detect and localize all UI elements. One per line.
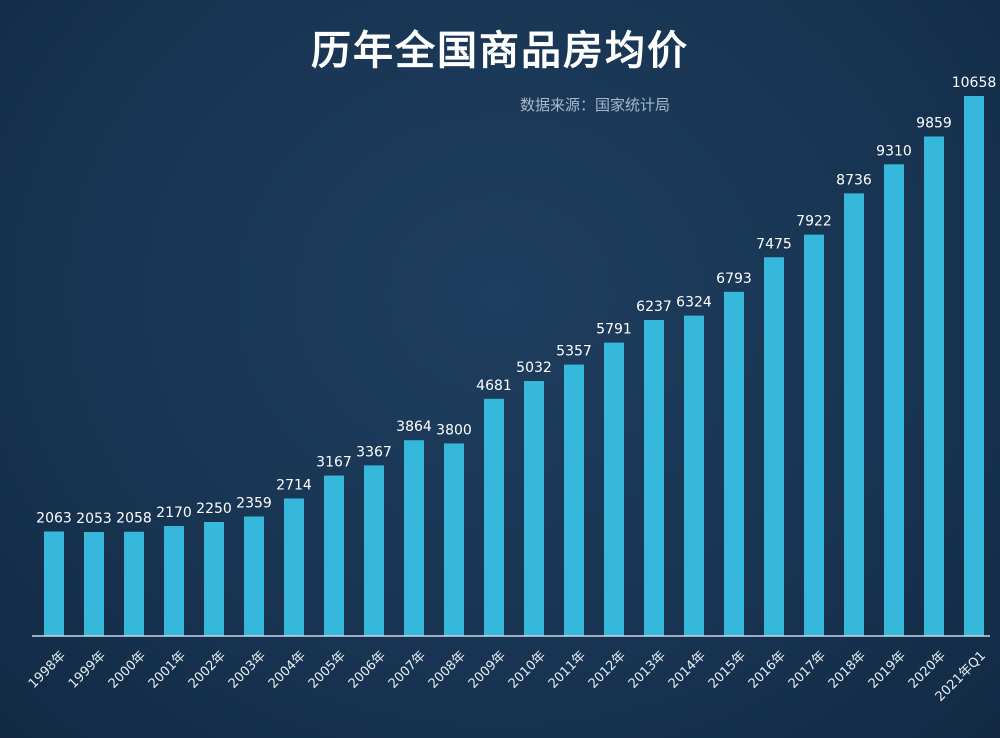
x-tick-label: 2015年	[706, 648, 749, 691]
value-label: 5357	[556, 344, 592, 360]
bar-2000年	[124, 531, 144, 636]
value-label: 2053	[76, 511, 112, 527]
bar-2011年	[564, 364, 584, 636]
x-tick-label: 2013年	[626, 648, 669, 691]
value-label: 10658	[952, 75, 997, 91]
value-label: 4681	[476, 378, 512, 394]
chart-title: 历年全国商品房均价	[311, 28, 689, 74]
x-tick-label: 2009年	[466, 648, 509, 691]
value-label: 2359	[236, 495, 272, 511]
value-label: 5791	[596, 322, 632, 338]
bar-2020年	[924, 136, 944, 636]
value-label: 2714	[276, 477, 312, 493]
bar-2019年	[884, 164, 904, 637]
value-label: 8736	[836, 172, 872, 188]
value-label: 5032	[516, 360, 552, 376]
value-label: 3167	[316, 455, 352, 471]
x-tick-label: 1998年	[26, 648, 69, 691]
bar-2008年	[444, 443, 464, 636]
x-tick-label: 2003年	[226, 648, 269, 691]
value-label: 6324	[676, 295, 712, 311]
x-tick-label: 2017年	[786, 648, 829, 691]
x-tick-label: 2008年	[426, 648, 469, 691]
chart-source-note: 数据来源：国家统计局	[520, 96, 671, 114]
value-label: 3864	[396, 419, 432, 435]
bar-2005年	[324, 475, 344, 636]
x-tick-label: 2004年	[266, 648, 309, 691]
value-label: 6793	[716, 271, 752, 287]
x-tick-label: 2007年	[386, 648, 429, 691]
bar-2018年	[844, 193, 864, 636]
bar-2012年	[604, 342, 624, 636]
x-tick-label: 2002年	[186, 648, 229, 691]
bar-2009年	[484, 398, 504, 636]
value-label: 7922	[796, 214, 832, 230]
x-tick-label: 2005年	[306, 648, 349, 691]
value-label: 2250	[196, 501, 232, 517]
x-tick-label: 2019年	[866, 648, 909, 691]
bar-2015年	[724, 291, 744, 636]
x-tick-label: 1999年	[66, 648, 109, 691]
x-tick-label: 2012年	[586, 648, 629, 691]
value-label: 2170	[156, 505, 192, 521]
bar-2017年	[804, 234, 824, 637]
value-label: 3367	[356, 444, 392, 460]
value-label: 3800	[436, 422, 472, 438]
x-tick-label: 2016年	[746, 648, 789, 691]
x-tick-labels-group: 1998年1999年2000年2001年2002年2003年2004年2005年…	[26, 648, 989, 704]
bar-2013年	[644, 319, 664, 636]
bar-2010年	[524, 381, 544, 636]
value-label: 9310	[876, 143, 912, 159]
value-label: 2063	[36, 510, 72, 526]
bar-2003年	[244, 516, 264, 636]
bar-2007年	[404, 440, 424, 636]
value-label: 2058	[116, 511, 152, 527]
bar-2001年	[164, 526, 184, 636]
x-tick-label: 2000年	[106, 648, 149, 691]
x-tick-label: 2011年	[546, 648, 589, 691]
value-labels-group: 2063 2053 2058 2170 2250 23592714316733673864…	[36, 75, 996, 527]
x-tick-label: 2006年	[346, 648, 389, 691]
bar-1999年	[84, 531, 104, 636]
bar-2021年Q1	[964, 96, 984, 636]
x-tick-label: 2014年	[666, 648, 709, 691]
x-tick-label: 2010年	[506, 648, 549, 691]
bars-group	[44, 96, 984, 637]
bar-2014年	[684, 315, 704, 636]
x-tick-label: 2001年	[146, 648, 189, 691]
bar-1998年	[44, 531, 64, 636]
bar-2004年	[284, 498, 304, 636]
value-label: 6237	[636, 299, 672, 315]
value-label: 7475	[756, 236, 792, 252]
bar-2016年	[764, 257, 784, 636]
value-label: 9859	[916, 115, 952, 131]
bar-2006年	[364, 465, 384, 636]
bar-2002年	[204, 522, 224, 636]
x-tick-label: 2018年	[826, 648, 869, 691]
